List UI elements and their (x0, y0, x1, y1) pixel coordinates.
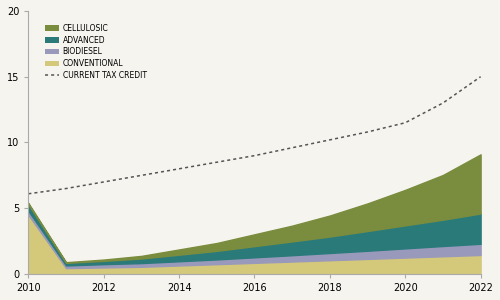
Legend: CELLULOSIC, ADVANCED, BIODIESEL, CONVENTIONAL, CURRENT TAX CREDIT: CELLULOSIC, ADVANCED, BIODIESEL, CONVENT… (41, 20, 150, 83)
